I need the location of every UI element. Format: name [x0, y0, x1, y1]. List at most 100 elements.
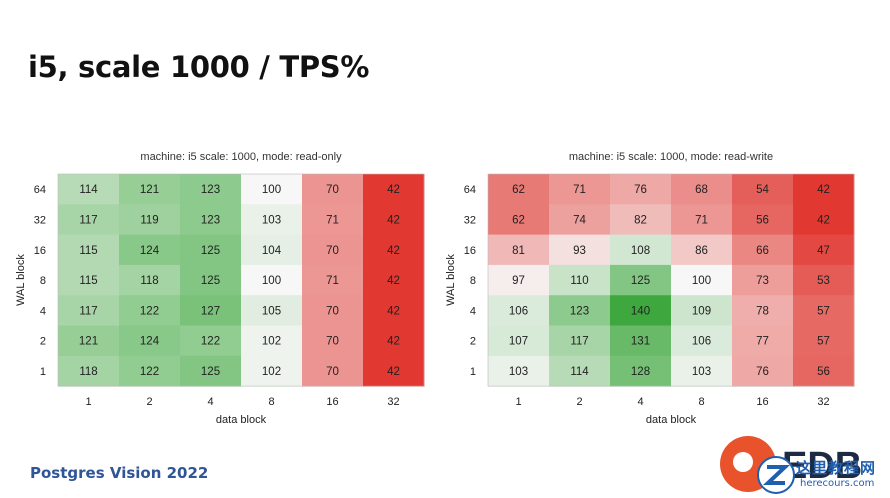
- y-tick-label: 4: [40, 305, 46, 317]
- heatmap-cell: [488, 204, 550, 236]
- y-tick-label: 4: [470, 305, 476, 317]
- heatmap-cell: [180, 295, 242, 326]
- watermark-text: 这里教程网: [796, 459, 877, 477]
- cell-label: 93: [573, 245, 586, 257]
- cell-label: 123: [201, 214, 220, 226]
- cell-label: 82: [634, 214, 647, 226]
- cell-label: 104: [262, 245, 282, 257]
- heatmap-cell: [488, 355, 550, 387]
- heatmap-cell: [363, 204, 425, 236]
- heatmap-cell: [610, 204, 672, 236]
- cell-label: 70: [326, 336, 339, 348]
- cell-label: 70: [326, 184, 339, 196]
- heatmap-cell: [732, 204, 794, 236]
- heatmap-cell: [488, 325, 550, 357]
- x-tick-label: 4: [637, 396, 643, 408]
- cell-label: 42: [387, 184, 400, 196]
- y-tick-label: 32: [464, 214, 476, 226]
- cell-label: 140: [631, 305, 650, 317]
- heatmap-cell: [671, 204, 733, 236]
- plot-border: [57, 173, 425, 387]
- x-tick-label: 32: [387, 396, 399, 408]
- cell-label: 115: [79, 245, 97, 257]
- cell-label: 122: [140, 366, 159, 378]
- heatmap-cell: [363, 295, 425, 326]
- cell-label: 122: [140, 305, 159, 317]
- heatmap-read-only: machine: i5 scale: 1000, mode: read-only…: [15, 151, 425, 426]
- y-tick-label: 2: [40, 336, 46, 348]
- watermark-sub: herecours.com: [800, 478, 875, 489]
- cell-label: 62: [512, 214, 525, 226]
- y-tick-label: 2: [470, 336, 476, 348]
- heatmap-cell: [241, 264, 303, 296]
- cell-label: 74: [573, 214, 586, 226]
- heatmap-cell: [793, 264, 855, 296]
- cell-label: 81: [512, 245, 525, 257]
- heatmap-cell: [302, 234, 364, 266]
- heatmap-cell: [488, 174, 550, 205]
- heatmap-cell: [610, 355, 672, 387]
- heatmap-cell: [180, 355, 242, 387]
- cell-label: 70: [326, 245, 339, 257]
- cell-label: 108: [631, 245, 650, 257]
- chart-title: machine: i5 scale: 1000, mode: read-writ…: [569, 151, 773, 163]
- heatmap-cell: [363, 325, 425, 357]
- heatmap-cell: [732, 295, 794, 326]
- heatmap-cell: [302, 295, 364, 326]
- cell-label: 56: [817, 366, 830, 378]
- cell-label: 66: [756, 245, 769, 257]
- cell-label: 42: [387, 214, 400, 226]
- heatmap-cell: [363, 234, 425, 266]
- cell-label: 57: [817, 336, 830, 348]
- cell-label: 124: [140, 336, 160, 348]
- cell-label: 121: [140, 184, 159, 196]
- cell-label: 71: [326, 214, 339, 226]
- heatmap-cell: [302, 204, 364, 236]
- cell-label: 103: [509, 366, 528, 378]
- cell-label: 107: [509, 336, 528, 348]
- y-tick-label: 1: [470, 366, 476, 378]
- cell-label: 76: [756, 366, 769, 378]
- heatmap-cell: [610, 325, 672, 357]
- cell-label: 123: [201, 184, 220, 196]
- cell-label: 119: [140, 214, 158, 226]
- heatmap-cell: [119, 295, 181, 326]
- y-tick-label: 8: [40, 275, 46, 287]
- y-tick-label: 8: [470, 275, 476, 287]
- heatmap-read-write: machine: i5 scale: 1000, mode: read-writ…: [445, 151, 855, 426]
- y-axis-label: WAL block: [15, 254, 27, 306]
- heatmap-cell: [610, 264, 672, 296]
- heatmap-cell: [732, 234, 794, 266]
- cell-label: 125: [201, 366, 220, 378]
- cell-label: 42: [387, 366, 400, 378]
- heatmap-cell: [180, 204, 242, 236]
- heatmap-cell: [549, 174, 611, 205]
- x-tick-label: 8: [268, 396, 274, 408]
- heatmap-cell: [488, 295, 550, 326]
- cell-label: 109: [692, 305, 711, 317]
- heatmap-cell: [241, 234, 303, 266]
- heatmap-cell: [793, 325, 855, 357]
- chart-title: machine: i5 scale: 1000, mode: read-only: [140, 151, 342, 163]
- cell-label: 125: [631, 275, 650, 287]
- heatmap-cell: [302, 264, 364, 296]
- cell-label: 115: [79, 275, 97, 287]
- cell-label: 106: [692, 336, 711, 348]
- cell-label: 102: [262, 366, 281, 378]
- x-tick-label: 1: [85, 396, 91, 408]
- cell-label: 71: [326, 275, 339, 287]
- heatmap-cell: [732, 355, 794, 387]
- heatmap-cell: [488, 234, 550, 266]
- heatmap-cell: [119, 325, 181, 357]
- cell-label: 42: [387, 336, 400, 348]
- cell-label: 105: [262, 305, 281, 317]
- heatmap-cell: [58, 174, 120, 205]
- heatmap-cell: [549, 264, 611, 296]
- heatmap-cell: [549, 234, 611, 266]
- x-tick-label: 2: [576, 396, 582, 408]
- cell-label: 125: [201, 275, 220, 287]
- heatmap-cell: [671, 355, 733, 387]
- cell-label: 42: [387, 305, 400, 317]
- x-tick-label: 8: [698, 396, 704, 408]
- cell-label: 100: [262, 184, 281, 196]
